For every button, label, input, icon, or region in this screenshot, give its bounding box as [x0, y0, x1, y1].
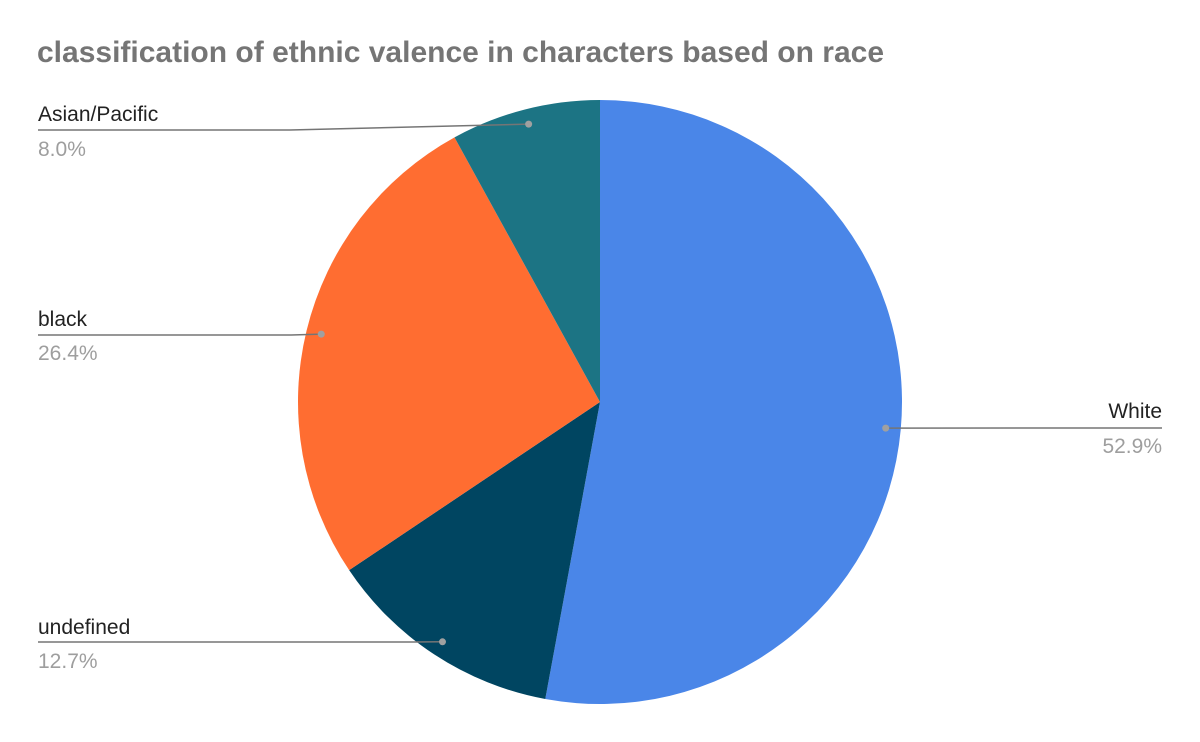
pie-slice-undefined	[349, 402, 600, 700]
pie-slice-white	[545, 100, 903, 705]
leader-dot	[882, 424, 890, 432]
slice-name-label: Asian/Pacific	[38, 103, 158, 126]
pie-slice-black	[297, 137, 600, 571]
slice-label-asian-pacific: Asian/Pacific 8.0%	[38, 103, 533, 161]
slice-percent-label: 8.0%	[38, 138, 86, 161]
slice-percent-label: 12.7%	[38, 650, 98, 673]
leader-line	[38, 123, 529, 131]
chart-title: classification of ethnic valence in char…	[37, 36, 885, 69]
leader-dot	[525, 120, 533, 128]
slice-name-label: undefined	[38, 616, 130, 639]
slice-label-white: White 52.9%	[882, 400, 1163, 458]
slice-label-black: black 26.4%	[38, 308, 325, 365]
pie-slice-asian-pacific	[454, 100, 600, 402]
slice-percent-label: 52.9%	[1102, 435, 1162, 458]
slice-label-undefined: undefined 12.7%	[38, 616, 446, 673]
slice-percent-label: 26.4%	[38, 342, 98, 365]
leader-dot	[438, 638, 446, 646]
slice-name-label: White	[1108, 400, 1162, 423]
leader-dot	[317, 330, 325, 338]
leader-line	[38, 333, 322, 336]
slice-name-label: black	[38, 308, 88, 331]
